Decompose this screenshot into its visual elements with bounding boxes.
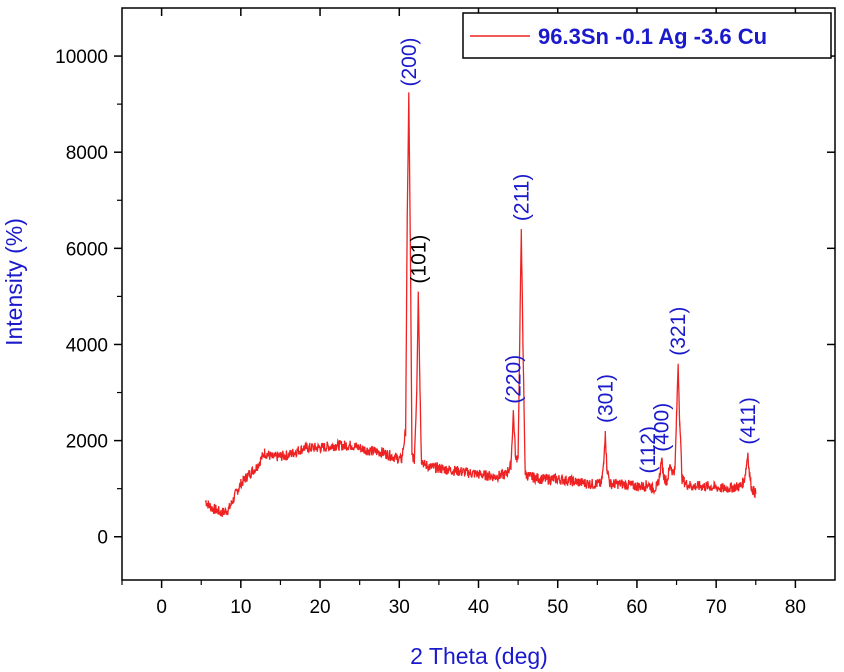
x-tick-label: 80 <box>785 597 806 618</box>
x-tick-label: 50 <box>547 597 568 618</box>
peak-label: (200) <box>398 37 421 86</box>
y-tick-label: 0 <box>97 528 108 549</box>
x-tick-label: 60 <box>626 597 647 618</box>
y-axis: 0 2000 4000 6000 8000 10000 <box>55 47 835 549</box>
y-tick-label: 4000 <box>66 335 108 356</box>
peak-labels: (200) (101) (220) (211) (301) (112)(400) (321)… <box>398 37 760 473</box>
x-axis-title: 2 Theta (deg) <box>410 643 548 669</box>
peak-label: (101) <box>407 235 430 284</box>
y-tick-label: 10000 <box>55 47 108 68</box>
peak-label: (411) <box>737 397 760 444</box>
x-axis: 0 10 20 30 40 50 60 70 80 <box>121 8 806 618</box>
plot-border <box>121 7 836 581</box>
y-tick-label: 2000 <box>66 432 108 453</box>
x-tick-label: 20 <box>309 597 330 618</box>
y-tick-label: 8000 <box>66 143 108 164</box>
y-tick-label: 6000 <box>66 239 108 260</box>
y-axis-title: Intensity (%) <box>1 218 27 346</box>
x-tick-label: 30 <box>389 597 410 618</box>
peak-label: (400) <box>651 403 674 452</box>
legend-label: 96.3Sn -0.1 Ag -3.6 Cu <box>538 24 767 49</box>
x-tick-label: 40 <box>468 597 489 618</box>
x-tick-label: 0 <box>156 597 167 618</box>
peak-label: (112) <box>637 426 660 473</box>
peak-label: (220) <box>502 355 525 404</box>
series-line <box>204 92 757 517</box>
legend: 96.3Sn -0.1 Ag -3.6 Cu <box>462 12 832 59</box>
peak-label: (301) <box>594 374 617 423</box>
plot-frame <box>121 7 836 581</box>
x-tick-label: 10 <box>230 597 251 618</box>
x-tick-label: 70 <box>706 597 727 618</box>
peak-label: (321) <box>667 307 690 356</box>
peak-label: (211) <box>510 174 533 221</box>
